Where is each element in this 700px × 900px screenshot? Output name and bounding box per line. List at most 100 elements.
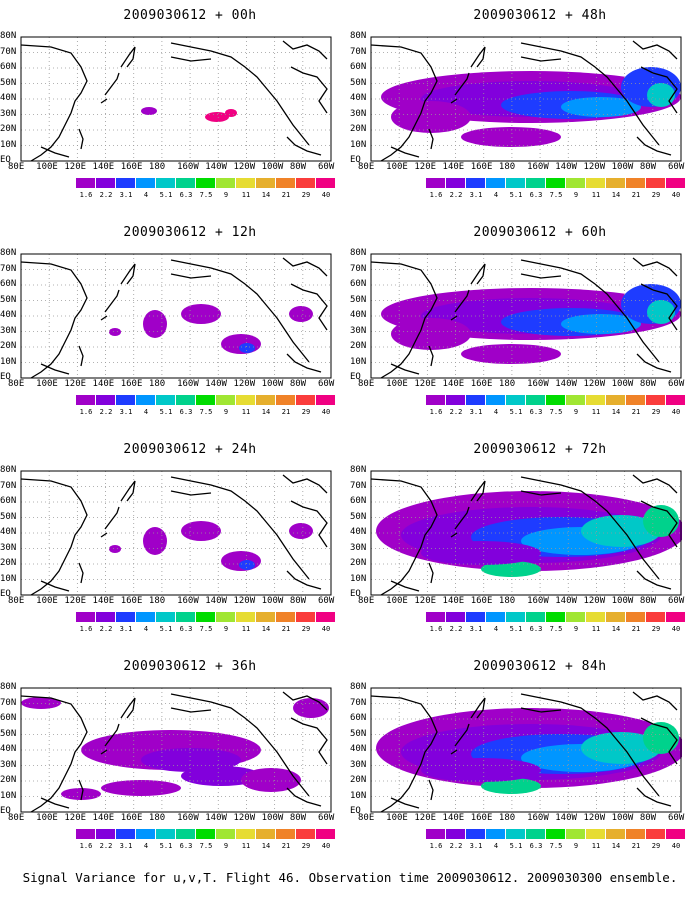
longitude-label: 100E bbox=[386, 596, 408, 606]
latitude-label: 60N bbox=[350, 713, 367, 723]
colorbar-swatch bbox=[666, 612, 685, 622]
longitude-label: 100E bbox=[386, 162, 408, 172]
coastline bbox=[520, 42, 660, 146]
colorbar-swatch bbox=[276, 395, 295, 405]
coastline bbox=[120, 263, 136, 285]
longitude-label: 140E bbox=[442, 379, 465, 389]
colorbar-label: 6.3 bbox=[179, 408, 193, 416]
variance-contour bbox=[239, 560, 255, 570]
colorbar-label: 21 bbox=[631, 625, 641, 633]
longitude-label: 160W bbox=[177, 379, 199, 389]
colorbar-label: 6.3 bbox=[179, 191, 193, 199]
latitude-label: 70N bbox=[0, 480, 17, 491]
colorbar-swatch bbox=[566, 178, 585, 188]
longitude-label: 160E bbox=[120, 596, 143, 606]
colorbar-swatch bbox=[236, 612, 255, 622]
colorbar-label: 4 bbox=[493, 842, 499, 850]
colorbar-label: 6.3 bbox=[529, 191, 543, 199]
longitude-label: 100W bbox=[611, 596, 634, 606]
latitude-label: 40N bbox=[350, 93, 367, 103]
latitude-label: 60N bbox=[350, 62, 367, 72]
colorbar-label: 4 bbox=[143, 842, 149, 850]
colorbar-label: 21 bbox=[281, 625, 291, 633]
colorbar-label: 2.2 bbox=[449, 625, 463, 633]
longitude-label: 180 bbox=[498, 596, 516, 606]
colorbar-label: 40 bbox=[321, 625, 331, 633]
coastline bbox=[520, 476, 660, 580]
colorbar-swatch bbox=[606, 178, 625, 188]
colorbar-swatch bbox=[646, 395, 665, 405]
colorbar-swatch bbox=[76, 612, 95, 622]
colorbar-label: 4 bbox=[143, 625, 149, 633]
coastline bbox=[170, 693, 310, 797]
coastline bbox=[100, 506, 120, 538]
latitude-label: 40N bbox=[0, 310, 17, 320]
colorbar-swatch bbox=[506, 829, 525, 839]
latitude-label: 40N bbox=[0, 744, 17, 754]
colorbar-swatch bbox=[116, 612, 135, 622]
longitude-label: 120E bbox=[64, 596, 87, 606]
colorbar-label: 9 bbox=[223, 842, 229, 850]
map-plot bbox=[370, 687, 682, 813]
colorbar-swatch bbox=[256, 178, 275, 188]
coastline bbox=[390, 562, 434, 592]
latitude-label: EQ bbox=[350, 155, 361, 165]
colorbar-label: 9 bbox=[223, 408, 229, 416]
latitude-label: 50N bbox=[350, 511, 367, 522]
colorbar-swatch bbox=[156, 829, 175, 839]
panel-title: 2009030612 + 24h bbox=[123, 442, 257, 457]
colorbar-label: 5.1 bbox=[159, 191, 173, 199]
latitude-label: 60N bbox=[350, 496, 367, 506]
latitude-label: EQ bbox=[350, 372, 361, 382]
variance-contour bbox=[289, 306, 313, 322]
colorbar-swatch bbox=[196, 612, 215, 622]
map-frame bbox=[20, 253, 332, 379]
colorbar-swatch bbox=[296, 178, 315, 188]
variance-contour bbox=[289, 523, 313, 539]
colorbar-label: 4 bbox=[493, 625, 499, 633]
colorbar-swatch bbox=[256, 612, 275, 622]
variance-contour bbox=[143, 527, 167, 555]
longitude-label: 80E bbox=[8, 596, 25, 606]
variance-contour bbox=[239, 343, 255, 353]
colorbar-label: 1.6 bbox=[79, 191, 93, 199]
variance-contour bbox=[141, 748, 241, 772]
colorbar-swatch bbox=[586, 395, 605, 405]
longitude-label: 160E bbox=[470, 596, 493, 606]
colorbar-swatch bbox=[446, 612, 465, 622]
colorbar-swatch bbox=[316, 395, 335, 405]
longitude-label: 100W bbox=[261, 596, 284, 606]
coastline bbox=[40, 779, 84, 809]
colorbar-label: 3.1 bbox=[119, 842, 133, 850]
coastline bbox=[170, 42, 310, 146]
latitude-label: EQ bbox=[0, 589, 11, 599]
latitude-label: 40N bbox=[0, 527, 17, 537]
colorbar-label: 29 bbox=[651, 408, 661, 416]
latitude-label: 50N bbox=[350, 728, 367, 739]
map-frame bbox=[370, 470, 682, 596]
coastline bbox=[370, 695, 438, 813]
longitude-label: 120W bbox=[233, 596, 256, 606]
coastline bbox=[40, 562, 84, 592]
colorbar-swatch bbox=[606, 395, 625, 405]
coastline bbox=[170, 273, 212, 279]
colorbar-swatch bbox=[196, 829, 215, 839]
latitude-label: 80N bbox=[350, 31, 367, 41]
coastline bbox=[390, 779, 434, 809]
colorbar-label: 3.1 bbox=[119, 625, 133, 633]
panel-title: 2009030612 + 36h bbox=[123, 659, 257, 674]
latitude-label: 20N bbox=[0, 341, 17, 351]
variance-contour bbox=[181, 521, 221, 541]
latitude-label: 20N bbox=[350, 341, 367, 351]
colorbar-swatch bbox=[116, 395, 135, 405]
longitude-label: 120E bbox=[64, 813, 87, 823]
colorbar-swatch bbox=[566, 395, 585, 405]
map-panel: 2009030612 + 12h 80N 70N 60N 50N 40N 30N 20N 10N… bbox=[0, 225, 360, 440]
longitude-label: 80W bbox=[639, 596, 657, 606]
coastline bbox=[470, 480, 486, 502]
coastline bbox=[390, 345, 434, 375]
colorbar-swatch bbox=[96, 612, 115, 622]
colorbar-label: 5.1 bbox=[509, 408, 523, 416]
colorbar-label: 11 bbox=[591, 191, 601, 199]
latitude-label: 70N bbox=[0, 46, 17, 57]
